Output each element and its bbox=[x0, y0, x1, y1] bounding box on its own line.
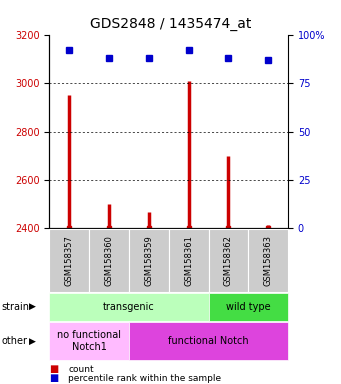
Text: functional Notch: functional Notch bbox=[168, 336, 249, 346]
Text: GSM158357: GSM158357 bbox=[65, 235, 74, 286]
Text: ▶: ▶ bbox=[29, 336, 36, 346]
Text: GSM158362: GSM158362 bbox=[224, 235, 233, 286]
Text: other: other bbox=[2, 336, 28, 346]
Text: percentile rank within the sample: percentile rank within the sample bbox=[68, 374, 221, 383]
Text: no functional
Notch1: no functional Notch1 bbox=[57, 330, 121, 352]
Text: ■: ■ bbox=[49, 364, 59, 374]
Text: ▶: ▶ bbox=[29, 302, 36, 311]
Text: ■: ■ bbox=[49, 373, 59, 383]
Text: GSM158361: GSM158361 bbox=[184, 235, 193, 286]
Text: count: count bbox=[68, 365, 94, 374]
Text: transgenic: transgenic bbox=[103, 302, 155, 312]
Text: GDS2848 / 1435474_at: GDS2848 / 1435474_at bbox=[90, 17, 251, 31]
Text: GSM158359: GSM158359 bbox=[144, 235, 153, 286]
Text: strain: strain bbox=[2, 302, 30, 312]
Text: wild type: wild type bbox=[226, 302, 271, 312]
Text: GSM158363: GSM158363 bbox=[264, 235, 273, 286]
Text: GSM158360: GSM158360 bbox=[105, 235, 114, 286]
